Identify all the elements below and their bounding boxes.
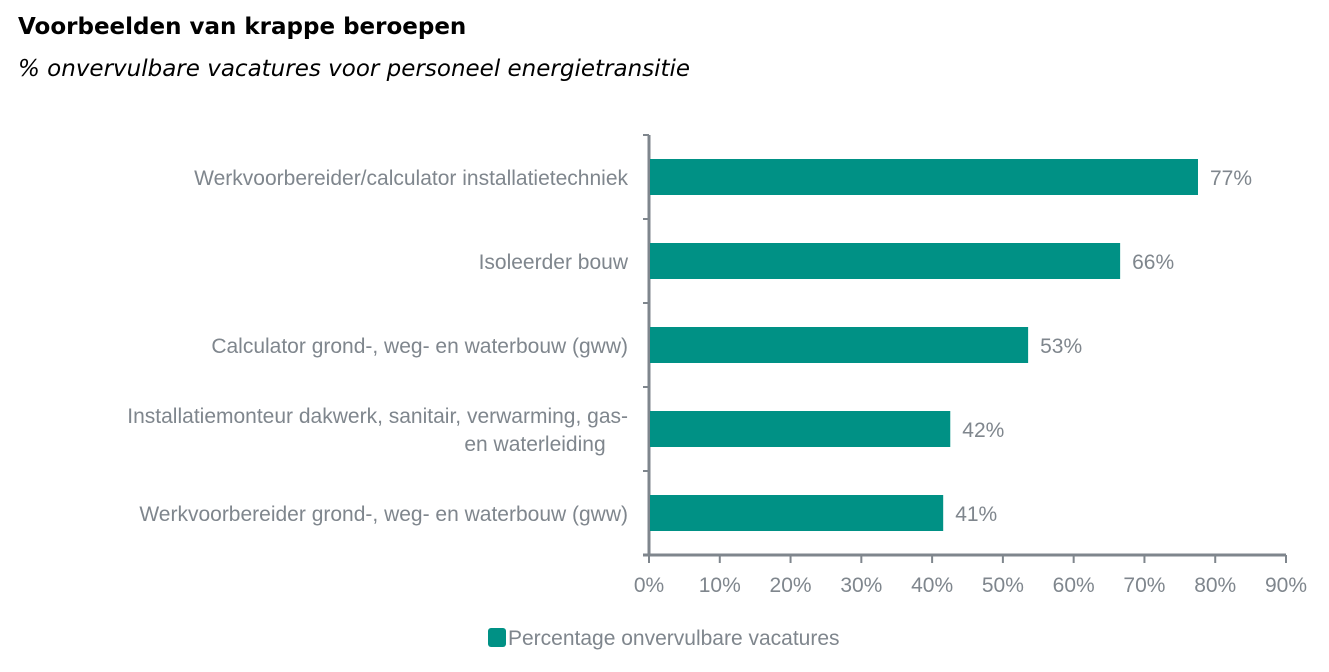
legend-label: Percentage onvervulbare vacatures	[508, 627, 840, 650]
bar	[650, 495, 944, 531]
category-label: Werkvoorbereider grond-, weg- en waterbo…	[139, 503, 628, 526]
x-tick-label: 20%	[770, 574, 812, 597]
chart-title: Voorbeelden van krappe beroepen	[18, 14, 467, 40]
x-tick-label: 40%	[911, 574, 953, 597]
bar	[650, 411, 951, 447]
x-tick-label: 60%	[1053, 574, 1095, 597]
x-tick-label: 90%	[1265, 574, 1307, 597]
data-label: 77%	[1210, 167, 1252, 190]
category-label: Werkvoorbereider/calculator installatiet…	[194, 167, 628, 190]
data-label: 53%	[1040, 335, 1082, 358]
bar	[650, 159, 1198, 195]
chart-subtitle: % onvervulbare vacatures voor personeel …	[18, 56, 691, 82]
category-label: Calculator grond-, weg- en waterbouw (gw…	[211, 335, 628, 358]
data-label: 41%	[955, 503, 997, 526]
x-tick-label: 70%	[1123, 574, 1165, 597]
x-tick-label: 50%	[982, 574, 1024, 597]
x-tick-label: 30%	[840, 574, 882, 597]
x-tick-label: 10%	[699, 574, 741, 597]
x-tick-label: 80%	[1194, 574, 1236, 597]
bar	[650, 327, 1029, 363]
category-label: en waterleiding	[464, 433, 605, 456]
bar	[650, 243, 1121, 279]
data-label: 66%	[1132, 251, 1174, 274]
data-label: 42%	[962, 419, 1004, 442]
category-label: Installatiemonteur dakwerk, sanitair, ve…	[127, 405, 628, 428]
x-tick-label: 0%	[634, 574, 664, 597]
category-label: Isoleerder bouw	[479, 251, 629, 274]
legend-swatch	[488, 628, 506, 647]
